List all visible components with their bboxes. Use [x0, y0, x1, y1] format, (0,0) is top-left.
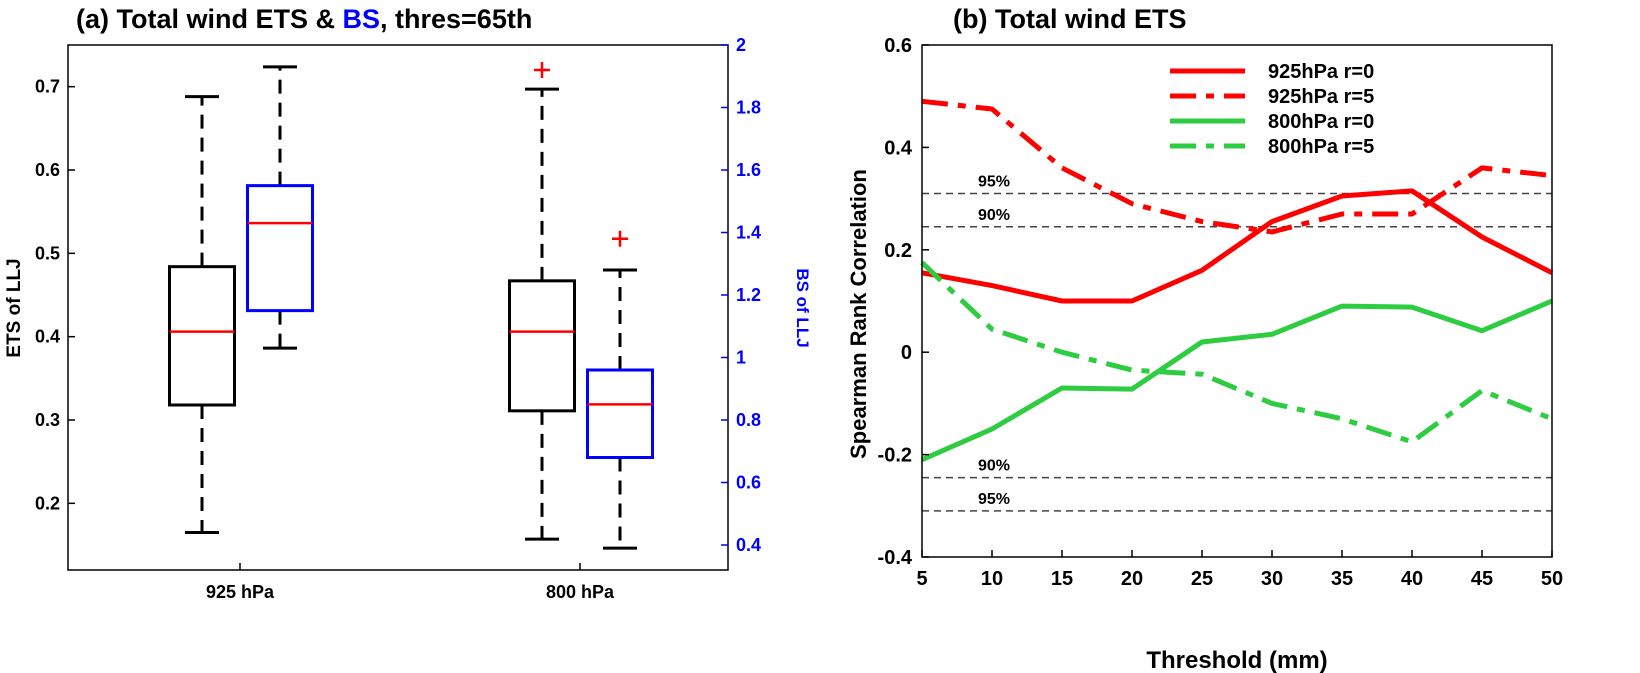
panel-a-boxplot: (a) Total wind ETS & BS, thres=65th 0.2 0… [4, 4, 812, 602]
ets-box [508, 279, 576, 413]
category-tick-label: 925 hPa [206, 582, 275, 602]
ets-axis-tick-label: 0.3 [35, 410, 60, 430]
ets-axis-tick-label: 0.6 [35, 160, 60, 180]
bs-axis-tick-label: 1.2 [736, 285, 761, 305]
significance-label: 90% [978, 458, 1010, 475]
legend-label: 925hPa r=0 [1268, 61, 1374, 83]
x-axis-tick-label: 40 [1401, 568, 1423, 590]
panel-b-xlabel: Threshold (mm) [1146, 647, 1327, 673]
y-axis-tick-label: 0.6 [884, 35, 912, 57]
series-line-800hpa-r-5 [920, 260, 1553, 445]
x-axis-tick-label: 20 [1121, 568, 1143, 590]
panel-b-linechart: (b) Total wind ETS 95% 90% 90% 95% -0.4 -0.2… [846, 4, 1563, 673]
panel-a-ylabel: ETS of LLJ [4, 258, 25, 357]
category-tick-label: 800 hPa [546, 582, 615, 602]
y-axis-tick-label: -0.4 [878, 547, 913, 569]
panel-a-axes-frame [67, 44, 729, 571]
bs-axis-tick-label: 1.6 [736, 160, 761, 180]
legend-label: 925hPa r=5 [1268, 86, 1374, 108]
x-axis-tick-label: 5 [916, 568, 927, 590]
y-axis-tick-label: 0.4 [884, 137, 913, 159]
bs-box [246, 184, 314, 313]
y-axis-tick-label: -0.2 [878, 445, 912, 467]
y-axis-tick-label: 0.2 [884, 240, 912, 262]
x-axis-tick-label: 25 [1191, 568, 1213, 590]
bs-axis-tick-label: 1 [736, 348, 746, 368]
x-axis-tick-label: 10 [981, 568, 1003, 590]
bs-axis-tick-label: 2 [736, 35, 746, 55]
panel-b-title: (b) Total wind ETS [953, 4, 1186, 34]
y-axis-tick-label: 0 [901, 342, 912, 364]
x-axis-tick-label: 30 [1261, 568, 1283, 590]
ets-axis-tick-label: 0.7 [35, 77, 60, 97]
bs-axis-tick-label: 0.8 [736, 410, 761, 430]
bs-axis-tick-label: 0.6 [736, 473, 761, 493]
bs-axis-tick-label: 1.8 [736, 98, 761, 118]
panel-a-title: (a) Total wind ETS & BS, thres=65th [76, 4, 532, 34]
x-axis-tick-label: 45 [1471, 568, 1493, 590]
ets-box [168, 265, 236, 407]
ets-axis-tick-label: 0.5 [35, 243, 60, 263]
significance-label: 95% [978, 173, 1010, 190]
bs-axis-tick-label: 0.4 [736, 535, 761, 555]
bs-axis-tick-label: 1.4 [736, 223, 761, 243]
significance-label: 95% [978, 491, 1010, 508]
series-line-925hpa-r-0 [921, 188, 1554, 304]
ets-axis-tick-label: 0.2 [35, 493, 60, 513]
legend-label: 800hPa r=5 [1268, 136, 1374, 158]
ets-outlier-marker [534, 62, 550, 78]
series-line-925hpa-r-5 [921, 98, 1553, 235]
x-axis-tick-label: 50 [1541, 568, 1563, 590]
x-axis-tick-label: 15 [1051, 568, 1073, 590]
panel-b-axes-frame [921, 44, 1553, 558]
legend-label: 800hPa r=0 [1268, 111, 1374, 133]
ets-axis-tick-label: 0.4 [35, 327, 60, 347]
bs-box [586, 368, 654, 459]
panel-b-ylabel: Spearman Rank Correlation [846, 169, 871, 459]
x-axis-tick-label: 35 [1331, 568, 1353, 590]
panel-a-y2label: BS of LLJ [793, 268, 812, 347]
significance-label: 90% [978, 207, 1010, 224]
series-line-800hpa-r-0 [920, 298, 1553, 462]
bs-outlier-marker [612, 230, 628, 247]
